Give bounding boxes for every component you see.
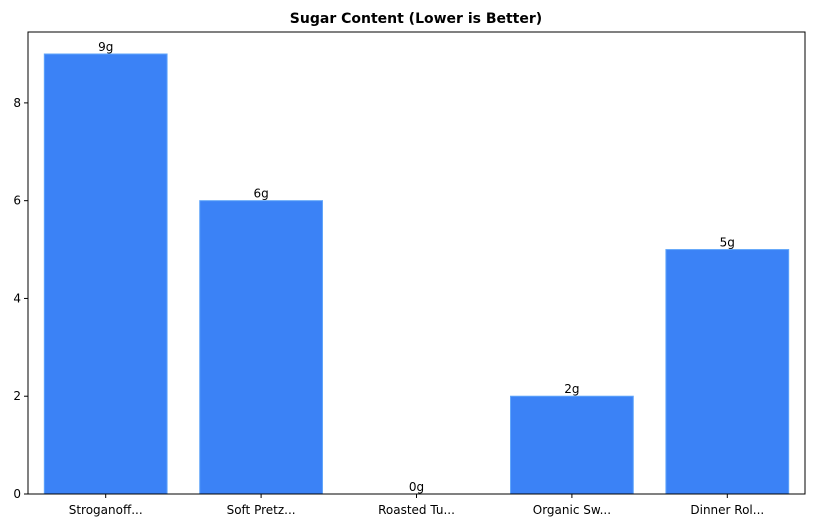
y-tick-label: 2 (13, 389, 21, 403)
bar (43, 53, 168, 495)
bar (510, 395, 634, 495)
data-label: 0g (409, 480, 424, 494)
data-label: 9g (98, 40, 113, 54)
data-label: 6g (253, 187, 268, 201)
bar (665, 249, 790, 495)
data-label: 5g (720, 236, 735, 250)
x-tick-label: Soft Pretz... (227, 503, 296, 517)
bar (199, 200, 323, 495)
x-tick-label: Organic Sw... (533, 503, 611, 517)
chart-title: Sugar Content (Lower is Better) (290, 11, 542, 27)
x-tick-label: Stroganoff... (69, 503, 143, 517)
y-tick-label: 4 (13, 291, 21, 305)
data-label: 2g (564, 382, 579, 396)
y-tick-label: 0 (13, 487, 21, 501)
x-tick-label: Roasted Tu... (378, 503, 455, 517)
y-tick-label: 8 (13, 96, 21, 110)
plot-frame (27, 31, 806, 495)
y-tick-label: 6 (13, 194, 21, 208)
x-tick-label: Dinner Rol... (690, 503, 764, 517)
